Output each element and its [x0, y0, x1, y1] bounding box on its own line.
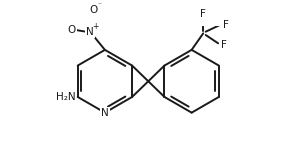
- Text: ⁻: ⁻: [98, 0, 102, 9]
- Text: +: +: [93, 22, 99, 31]
- Text: O: O: [89, 5, 98, 15]
- Text: F: F: [221, 40, 227, 50]
- Text: F: F: [200, 8, 206, 19]
- Text: N: N: [86, 27, 94, 37]
- Text: F: F: [223, 20, 229, 30]
- Text: O: O: [68, 25, 76, 35]
- Text: N: N: [101, 108, 109, 118]
- Text: H₂N: H₂N: [56, 92, 75, 102]
